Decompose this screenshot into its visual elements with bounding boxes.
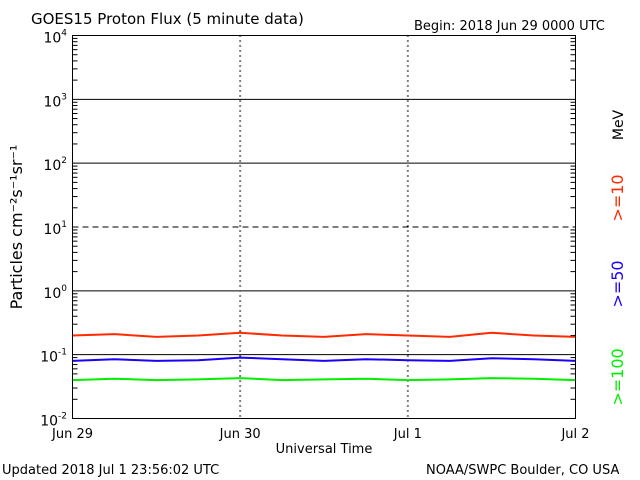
begin-date: Begin: 2018 Jun 29 0000 UTC <box>414 19 605 34</box>
x-tick-labels: Jun 29 Jun 30 Jul 1 Jul 2 <box>51 427 590 442</box>
updated-timestamp: Updated 2018 Jul 1 23:56:02 UTC <box>2 463 219 478</box>
x-tick-label: Jul 1 <box>393 427 422 442</box>
y-tick-exponent: -1 <box>58 348 67 358</box>
y-tick-base: 10 <box>40 350 58 366</box>
y-tick-exponent: 3 <box>61 92 67 102</box>
y-tick-exponent: 4 <box>61 29 67 39</box>
series-line-2 <box>72 377 576 382</box>
y-tick-label: 101 <box>43 220 67 238</box>
series-layer <box>72 331 576 382</box>
x-tick-label: Jun 29 <box>51 427 93 442</box>
y-tick-base: 10 <box>43 31 61 47</box>
legend-unit: MeV <box>611 109 627 140</box>
plot-frame <box>72 35 576 419</box>
y-tick-label: 10-2 <box>40 412 67 430</box>
grid <box>72 35 576 419</box>
legend-ge50: >=50 <box>608 260 627 307</box>
x-axis-label: Universal Time <box>276 442 373 457</box>
legend-ge100: >=100 <box>608 348 627 405</box>
y-tick-exponent: 0 <box>61 284 67 294</box>
y-tick-exponent: 2 <box>61 156 67 166</box>
legend: >=10 >=50 >=100 MeV <box>608 109 627 405</box>
y-axis-label: Particles cm⁻²s⁻¹sr⁻¹ <box>7 145 26 310</box>
y-tick-base: 10 <box>43 94 61 110</box>
y-tick-exponent: 1 <box>61 220 67 230</box>
credit-text: NOAA/SWPC Boulder, CO USA <box>426 463 619 478</box>
y-tick-label: 100 <box>43 284 67 302</box>
series-line-1 <box>72 356 576 362</box>
y-tick-label: 103 <box>43 92 67 110</box>
y-tick-base: 10 <box>43 222 61 238</box>
series-line-0 <box>72 331 576 338</box>
x-tick-label: Jul 2 <box>560 427 589 442</box>
chart-title: GOES15 Proton Flux (5 minute data) <box>31 10 304 28</box>
y-tick-base: 10 <box>43 158 61 174</box>
y-tick-label: 102 <box>43 156 67 174</box>
legend-ge10: >=10 <box>608 174 627 221</box>
y-tick-label: 104 <box>43 29 67 47</box>
y-tick-label: 10-1 <box>40 348 67 366</box>
y-tick-exponent: -2 <box>58 412 67 422</box>
y-tick-base: 10 <box>43 286 61 302</box>
y-tick-base: 10 <box>40 414 58 430</box>
x-tick-label: Jun 30 <box>219 427 261 442</box>
